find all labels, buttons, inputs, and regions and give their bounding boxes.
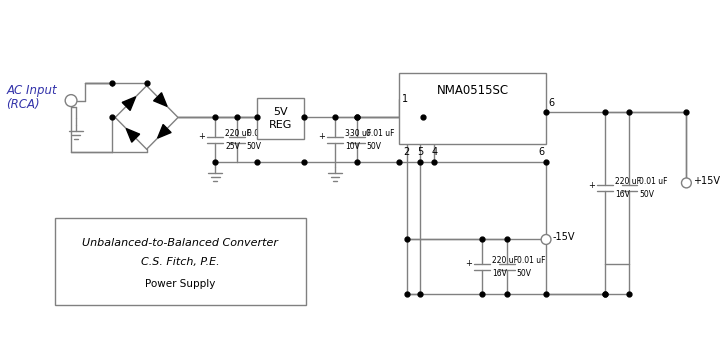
Circle shape: [65, 95, 77, 106]
Text: AC Input: AC Input: [7, 84, 57, 97]
Bar: [55, 218, 306, 305]
Text: 0.01 uF: 0.01 uF: [517, 256, 545, 265]
Text: 25V: 25V: [225, 142, 240, 151]
Text: 330 uF: 330 uF: [345, 129, 371, 138]
Text: 16V: 16V: [615, 190, 629, 199]
Text: 10V: 10V: [345, 142, 360, 151]
Polygon shape: [154, 93, 167, 106]
Text: C.S. Fitch, P.E.: C.S. Fitch, P.E.: [141, 257, 220, 267]
Bar: [256, 98, 303, 139]
Text: REG: REG: [269, 120, 292, 131]
Text: 0.01 uF: 0.01 uF: [640, 177, 668, 186]
Text: 0.01 uF: 0.01 uF: [247, 129, 275, 138]
Text: 50V: 50V: [517, 269, 531, 278]
Text: 6: 6: [538, 147, 544, 157]
Text: +: +: [465, 259, 473, 268]
Bar: [399, 73, 546, 144]
Text: -15V: -15V: [553, 232, 576, 243]
Text: 5: 5: [417, 147, 423, 157]
Text: 220 uF: 220 uF: [225, 129, 251, 138]
Text: Unbalanced-to-Balanced Converter: Unbalanced-to-Balanced Converter: [83, 238, 279, 248]
Text: 2: 2: [404, 147, 410, 157]
Text: 5V: 5V: [273, 106, 287, 117]
Polygon shape: [158, 125, 171, 138]
Text: 0.01 uF: 0.01 uF: [367, 129, 395, 138]
Polygon shape: [126, 128, 139, 142]
Text: 6: 6: [548, 98, 554, 107]
Text: 16V: 16V: [492, 269, 507, 278]
Text: 50V: 50V: [247, 142, 262, 151]
Text: +15V: +15V: [693, 176, 720, 186]
Text: +: +: [588, 181, 595, 190]
Text: +: +: [319, 132, 325, 141]
Text: 220 uF: 220 uF: [492, 256, 518, 265]
Text: Power Supply: Power Supply: [145, 279, 216, 289]
Text: NMA0515SC: NMA0515SC: [436, 84, 508, 97]
Text: 50V: 50V: [640, 190, 654, 199]
Text: 50V: 50V: [367, 142, 381, 151]
Text: 220 uF: 220 uF: [615, 177, 641, 186]
Text: (RCA): (RCA): [7, 98, 40, 111]
Text: +: +: [199, 132, 205, 141]
Polygon shape: [122, 97, 136, 110]
Circle shape: [541, 235, 551, 244]
Text: 4: 4: [431, 147, 437, 157]
Circle shape: [682, 178, 691, 188]
Text: 1: 1: [401, 94, 408, 104]
